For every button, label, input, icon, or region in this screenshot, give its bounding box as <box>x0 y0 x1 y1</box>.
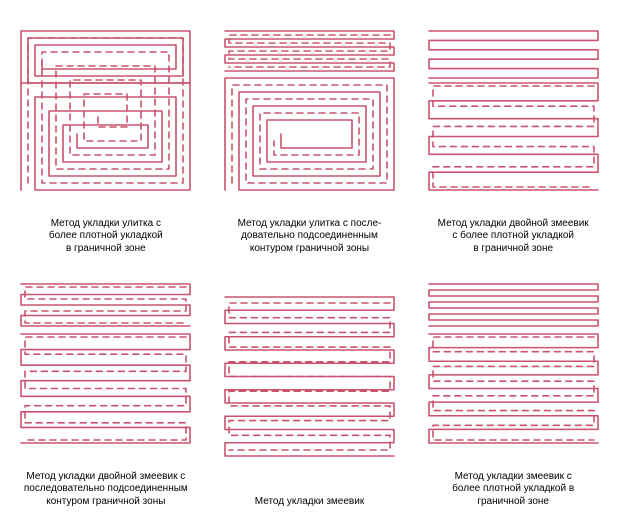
panel-6: Метод укладки змеевик с более плотной ук… <box>415 261 611 508</box>
panel-6-diagram <box>415 261 611 467</box>
panel-2: Метод укладки улитка с после- довательно… <box>212 8 408 255</box>
panel-5-diagram <box>212 261 408 492</box>
panel-5-caption: Метод укладки змеевик <box>253 496 366 509</box>
panel-4-caption: Метод укладки двойной змеевик с последов… <box>22 471 190 509</box>
panel-1: Метод укладки улитка с более плотной укл… <box>8 8 204 255</box>
panel-3-caption: Метод укладки двойной змеевик с более пл… <box>436 218 591 256</box>
diagram-grid: Метод укладки улитка с более плотной укл… <box>8 8 611 508</box>
panel-3: Метод укладки двойной змеевик с более пл… <box>415 8 611 255</box>
panel-1-diagram <box>8 8 204 214</box>
panel-5: Метод укладки змеевик <box>212 261 408 508</box>
panel-1-caption: Метод укладки улитка с более плотной укл… <box>47 218 165 256</box>
panel-4-diagram <box>8 261 204 467</box>
panel-2-diagram <box>212 8 408 214</box>
panel-4: Метод укладки двойной змеевик с последов… <box>8 261 204 508</box>
panel-3-diagram <box>415 8 611 214</box>
panel-6-caption: Метод укладки змеевик с более плотной ук… <box>450 471 576 509</box>
panel-2-caption: Метод укладки улитка с после- довательно… <box>236 218 384 256</box>
